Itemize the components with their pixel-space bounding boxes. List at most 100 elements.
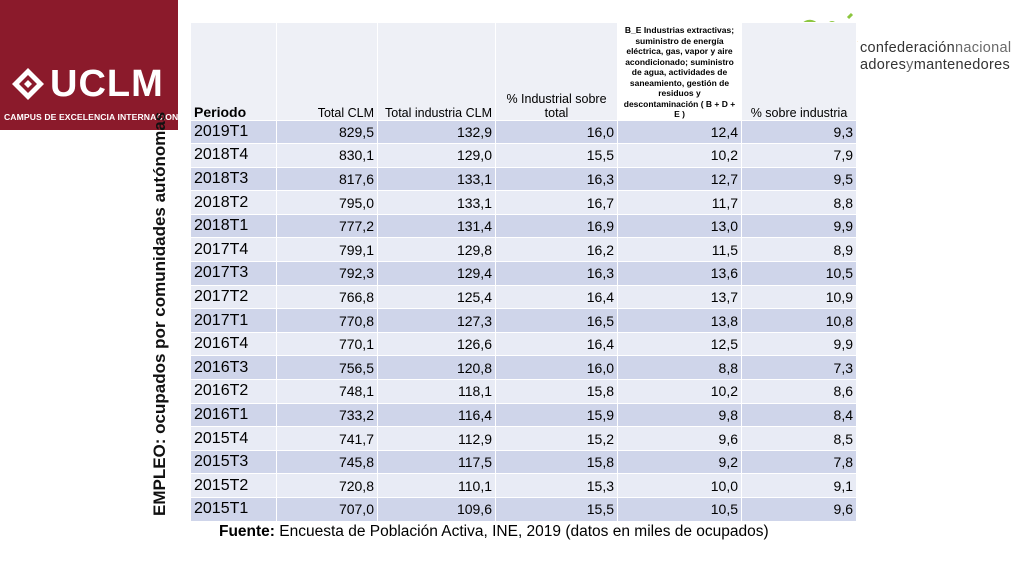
table-cell: 110,1 bbox=[377, 473, 496, 498]
table-cell: 16,0 bbox=[495, 355, 618, 381]
table-row: 2018T1 777,2 131,4 16,9 13,0 9,9 bbox=[190, 213, 857, 239]
table-row: 2017T1 770,8 127,3 16,5 13,8 10,8 bbox=[190, 308, 857, 333]
table-cell: 16,0 bbox=[495, 119, 618, 145]
table-cell: 13,0 bbox=[617, 213, 742, 239]
partner-logo-line2: adoresymantenedores bbox=[860, 57, 1011, 73]
header-b-e: B_E Industrias extractivas; suministro d… bbox=[617, 22, 742, 121]
table-cell: 120,8 bbox=[377, 355, 496, 381]
partner-logo-line1: confederaciónnacional bbox=[860, 40, 1012, 56]
table-cell: 9,9 bbox=[741, 213, 857, 239]
table-cell: 9,6 bbox=[617, 426, 742, 451]
table-cell: 16,9 bbox=[495, 213, 618, 239]
header-pct-sobre-industria: % sobre industria bbox=[741, 22, 857, 121]
table-cell: 112,9 bbox=[377, 426, 496, 451]
table-cell: 756,5 bbox=[276, 355, 378, 381]
table-cell-period: 2018T4 bbox=[190, 143, 277, 168]
table-cell: 16,3 bbox=[495, 261, 618, 286]
table-cell: 9,6 bbox=[741, 497, 857, 522]
table-cell: 9,1 bbox=[741, 473, 857, 498]
header-total-clm: Total CLM bbox=[276, 22, 378, 121]
table-cell: 116,4 bbox=[377, 402, 496, 428]
table-cell-period: 2016T4 bbox=[190, 331, 277, 357]
partner-logo: confederaciónnacional adoresymantenedore… bbox=[780, 6, 1024, 76]
table-cell: 829,5 bbox=[276, 119, 378, 145]
table-cell: 8,5 bbox=[741, 426, 857, 451]
source-note: Fuente: Encuesta de Población Activa, IN… bbox=[219, 523, 769, 540]
table-row: 2015T3 745,8 117,5 15,8 9,2 7,8 bbox=[190, 449, 857, 475]
table-cell: 12,5 bbox=[617, 331, 742, 357]
table-cell: 8,9 bbox=[741, 237, 857, 263]
table-cell: 8,8 bbox=[741, 190, 857, 215]
table-row: 2016T3 756,5 120,8 16,0 8,8 7,3 bbox=[190, 355, 857, 381]
table-cell-period: 2016T2 bbox=[190, 379, 277, 404]
table-cell: 720,8 bbox=[276, 473, 378, 498]
table-cell: 125,4 bbox=[377, 284, 496, 310]
table-cell-period: 2015T3 bbox=[190, 449, 277, 475]
table-cell: 131,4 bbox=[377, 213, 496, 239]
table-cell: 10,5 bbox=[741, 261, 857, 286]
table-cell-period: 2018T2 bbox=[190, 190, 277, 215]
table-cell: 129,4 bbox=[377, 261, 496, 286]
table-row: 2017T4 799,1 129,8 16,2 11,5 8,9 bbox=[190, 237, 857, 263]
table-cell: 133,1 bbox=[377, 166, 496, 192]
table-cell: 11,7 bbox=[617, 190, 742, 215]
table-row: 2016T4 770,1 126,6 16,4 12,5 9,9 bbox=[190, 331, 857, 357]
table-cell: 15,5 bbox=[495, 143, 618, 168]
employment-table: Periodo Total CLM Total industria CLM % … bbox=[190, 22, 857, 522]
table-row: 2016T2 748,1 118,1 15,8 10,2 8,6 bbox=[190, 379, 857, 404]
table-cell: 792,3 bbox=[276, 261, 378, 286]
table-cell: 10,8 bbox=[741, 308, 857, 333]
table-cell: 15,5 bbox=[495, 497, 618, 522]
table-cell: 766,8 bbox=[276, 284, 378, 310]
table-cell: 15,8 bbox=[495, 449, 618, 475]
table-row: 2015T2 720,8 110,1 15,3 10,0 9,1 bbox=[190, 473, 857, 498]
table-cell: 16,2 bbox=[495, 237, 618, 263]
table-cell: 118,1 bbox=[377, 379, 496, 404]
table-row: 2018T4 830,1 129,0 15,5 10,2 7,9 bbox=[190, 143, 857, 168]
table-cell: 7,8 bbox=[741, 449, 857, 475]
table-row: 2018T3 817,6 133,1 16,3 12,7 9,5 bbox=[190, 166, 857, 192]
table-cell: 16,4 bbox=[495, 284, 618, 310]
table-cell: 13,6 bbox=[617, 261, 742, 286]
table-cell: 733,2 bbox=[276, 402, 378, 428]
table-cell-period: 2019T1 bbox=[190, 119, 277, 145]
table-cell: 10,9 bbox=[741, 284, 857, 310]
table-cell: 7,3 bbox=[741, 355, 857, 381]
table-body: 2019T1 829,5 132,9 16,0 12,4 9,3 2018T4 830,1 12… bbox=[190, 119, 857, 522]
table-row: 2019T1 829,5 132,9 16,0 12,4 9,3 bbox=[190, 119, 857, 145]
table-cell: 117,5 bbox=[377, 449, 496, 475]
table-cell: 777,2 bbox=[276, 213, 378, 239]
table-cell: 12,4 bbox=[617, 119, 742, 145]
table-cell: 13,8 bbox=[617, 308, 742, 333]
table-cell: 9,8 bbox=[617, 402, 742, 428]
table-cell: 15,2 bbox=[495, 426, 618, 451]
table-cell: 133,1 bbox=[377, 190, 496, 215]
uclm-emblem-icon bbox=[12, 68, 44, 100]
table-cell: 16,4 bbox=[495, 331, 618, 357]
header-pct-industrial: % Industrial sobre total bbox=[495, 22, 618, 121]
table-cell: 7,9 bbox=[741, 143, 857, 168]
table-cell: 9,3 bbox=[741, 119, 857, 145]
table-cell: 16,3 bbox=[495, 166, 618, 192]
table-cell: 10,2 bbox=[617, 143, 742, 168]
table-row: 2017T3 792,3 129,4 16,3 13,6 10,5 bbox=[190, 261, 857, 286]
table-cell: 13,7 bbox=[617, 284, 742, 310]
table-cell-period: 2017T4 bbox=[190, 237, 277, 263]
table-cell: 817,6 bbox=[276, 166, 378, 192]
table-cell: 15,3 bbox=[495, 473, 618, 498]
table-cell-period: 2016T1 bbox=[190, 402, 277, 428]
table-cell: 16,5 bbox=[495, 308, 618, 333]
table-cell: 8,6 bbox=[741, 379, 857, 404]
table-cell: 741,7 bbox=[276, 426, 378, 451]
table-cell-period: 2015T1 bbox=[190, 497, 277, 522]
table-cell-period: 2017T3 bbox=[190, 261, 277, 286]
table-cell: 8,4 bbox=[741, 402, 857, 428]
table-cell: 770,1 bbox=[276, 331, 378, 357]
header-periodo: Periodo bbox=[190, 22, 277, 121]
table-cell: 10,0 bbox=[617, 473, 742, 498]
uclm-logo: UCLM bbox=[10, 64, 164, 104]
table-cell: 745,8 bbox=[276, 449, 378, 475]
table-cell-period: 2018T3 bbox=[190, 166, 277, 192]
table-cell: 707,0 bbox=[276, 497, 378, 522]
table-cell: 9,9 bbox=[741, 331, 857, 357]
